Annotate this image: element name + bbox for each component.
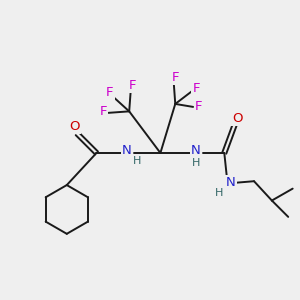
- Text: O: O: [70, 120, 80, 133]
- Text: F: F: [192, 82, 200, 95]
- Text: H: H: [133, 156, 141, 166]
- Text: N: N: [122, 144, 132, 157]
- Text: N: N: [190, 144, 200, 157]
- Text: F: F: [195, 100, 202, 113]
- Text: F: F: [99, 106, 107, 118]
- Text: H: H: [215, 188, 223, 197]
- Text: F: F: [172, 71, 179, 84]
- Text: F: F: [128, 79, 136, 92]
- Text: O: O: [232, 112, 242, 125]
- Text: N: N: [226, 176, 236, 189]
- Text: H: H: [192, 158, 200, 168]
- Text: F: F: [106, 86, 114, 99]
